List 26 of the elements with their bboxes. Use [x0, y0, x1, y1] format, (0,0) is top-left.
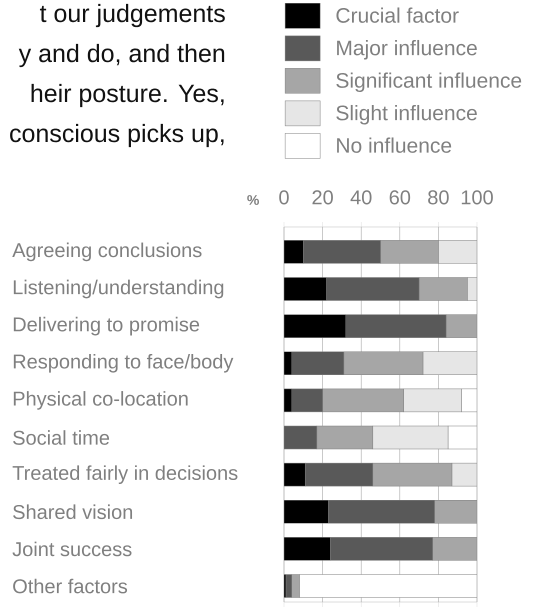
x-tick-label: 0	[279, 190, 289, 204]
legend-label: Crucial factor	[336, 7, 459, 23]
legend-label: No influence	[337, 137, 452, 153]
y-tick-label: Shared vision	[13, 504, 132, 520]
y-tick-label: Agreeing conclusions	[12, 242, 202, 262]
legend-label: Major influence	[337, 40, 477, 60]
x-tick-label: 20	[312, 190, 333, 204]
y-tick-label: Social time	[13, 430, 110, 445]
y-tick-label: Other factors	[13, 578, 128, 594]
y-tick-label: Treated fairly in decisions	[12, 465, 238, 484]
legend-label: Slight influence	[336, 104, 477, 125]
y-tick-label: Delivering to promise	[14, 316, 200, 336]
text: conscious picks up,	[10, 124, 224, 148]
x-axis-title: %	[247, 195, 259, 205]
x-tick-label: 60	[390, 190, 410, 204]
text: y and do, and then	[18, 44, 224, 68]
y-tick-label: Listening/understanding	[14, 280, 224, 298]
y-tick-label: Physical co-location	[14, 391, 188, 410]
text: t our judgements	[40, 4, 225, 28]
legend-label: Significant influence	[336, 72, 522, 92]
x-tick-label: 100	[462, 190, 493, 204]
x-tick-label: 80	[428, 190, 449, 204]
text: heir posture. Yes,	[32, 84, 224, 108]
x-tick-label: 40	[350, 190, 372, 204]
y-tick-label: Responding to face/body	[14, 354, 234, 373]
y-tick-label: Joint success	[12, 542, 132, 556]
